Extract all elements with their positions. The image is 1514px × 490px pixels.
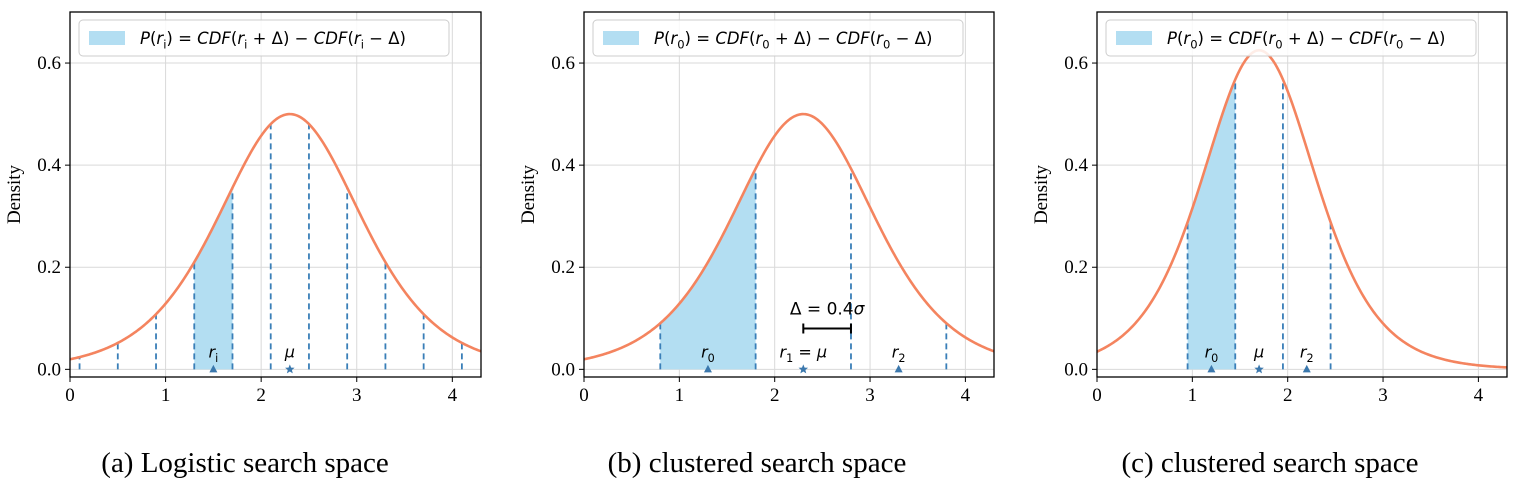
marker-label: r0 bbox=[1205, 342, 1219, 364]
x-tick-label: 1 bbox=[675, 385, 685, 406]
marker-label: r0 bbox=[701, 342, 715, 364]
marker-label: r2 bbox=[1300, 342, 1314, 364]
legend-label: P(r0) = CDF(r0 + Δ) − CDF(r0 − Δ) bbox=[1167, 29, 1445, 52]
marker-label: μ bbox=[284, 342, 295, 361]
marker-label: ri bbox=[209, 342, 219, 364]
y-tick-label: 0.6 bbox=[37, 53, 61, 74]
legend-swatch bbox=[1116, 31, 1152, 45]
axes-frame bbox=[583, 11, 995, 378]
marker-star bbox=[1254, 364, 1264, 374]
legend: P(ri) = CDF(ri + Δ) − CDF(ri − Δ) bbox=[78, 19, 450, 57]
y-tick-label: 0.2 bbox=[551, 257, 575, 278]
panel-a: ri μ 0 1 2 3 4 0.0 0.2 0.4 0.6 Density P(ri) = CDF(r… bbox=[4, 11, 482, 479]
y-tick-label: 0.6 bbox=[1064, 53, 1088, 74]
y-axis-label: Density bbox=[1031, 164, 1052, 224]
x-tick-label: 3 bbox=[352, 385, 362, 406]
panel-caption: (b) clustered search space bbox=[608, 447, 907, 479]
x-tick-label: 4 bbox=[961, 385, 971, 406]
x-tick-label: 2 bbox=[256, 385, 266, 406]
x-tick-label: 1 bbox=[161, 385, 171, 406]
delta-annotation: Δ = 0.4σ bbox=[790, 300, 866, 320]
density-curve bbox=[583, 112, 995, 361]
y-tick-label: 0.0 bbox=[1064, 359, 1088, 380]
legend-swatch bbox=[603, 31, 639, 45]
legend-label: P(ri) = CDF(ri + Δ) − CDF(ri − Δ) bbox=[140, 29, 406, 52]
marker-triangle bbox=[1302, 364, 1311, 373]
y-tick-label: 0.4 bbox=[37, 155, 61, 176]
x-tick-label: 3 bbox=[1378, 385, 1388, 406]
marker-triangle bbox=[894, 364, 903, 373]
x-tick-label: 2 bbox=[1283, 385, 1293, 406]
y-tick-label: 0.6 bbox=[551, 53, 575, 74]
x-tick-label: 0 bbox=[1092, 385, 1102, 406]
y-tick-label: 0.2 bbox=[37, 257, 61, 278]
legend: P(r0) = CDF(r0 + Δ) − CDF(r0 − Δ) bbox=[592, 19, 964, 57]
density-curve bbox=[1096, 49, 1508, 369]
panel-b: r0 r1 = μ r2 Δ = 0.4σ 0 1 2 3 4 0.0 0.2 0.4 0.6 Densi… bbox=[518, 11, 995, 479]
panel-caption: (a) Logistic search space bbox=[101, 447, 388, 479]
shaded-region bbox=[1187, 79, 1236, 370]
axes-frame bbox=[1096, 11, 1508, 378]
x-tick-label: 3 bbox=[865, 385, 875, 406]
marker-label: μ bbox=[1253, 342, 1264, 361]
x-tick-label: 4 bbox=[1474, 385, 1484, 406]
panel-caption: (c) clustered search space bbox=[1121, 447, 1418, 479]
shaded-region bbox=[194, 187, 233, 370]
x-tick-label: 4 bbox=[448, 385, 458, 406]
x-tick-label: 2 bbox=[770, 385, 780, 406]
y-tick-label: 0.0 bbox=[551, 359, 575, 380]
marker-label: r1 = μ bbox=[780, 342, 827, 364]
panel-c: r0 μ r2 0 1 2 3 4 0.0 0.2 0.4 0.6 Density P(r0) = CDF… bbox=[1031, 11, 1508, 479]
axes-frame bbox=[69, 11, 482, 378]
legend-label: P(r0) = CDF(r0 + Δ) − CDF(r0 − Δ) bbox=[654, 29, 932, 52]
x-tick-label: 0 bbox=[579, 385, 589, 406]
marker-triangle bbox=[703, 364, 712, 373]
y-tick-label: 0.2 bbox=[1064, 257, 1088, 278]
legend-swatch bbox=[89, 31, 125, 45]
legend: P(r0) = CDF(r0 + Δ) − CDF(r0 − Δ) bbox=[1105, 19, 1477, 57]
marker-label: r2 bbox=[892, 342, 906, 364]
density-curve bbox=[69, 112, 482, 361]
x-tick-label: 0 bbox=[65, 385, 75, 406]
legend-box bbox=[1105, 19, 1477, 57]
marker-triangle bbox=[1207, 364, 1216, 373]
y-tick-label: 0.4 bbox=[551, 155, 575, 176]
y-tick-label: 0.0 bbox=[37, 359, 61, 380]
y-axis-label: Density bbox=[4, 164, 25, 224]
legend-box bbox=[592, 19, 964, 57]
legend-box bbox=[78, 19, 450, 57]
y-axis-label: Density bbox=[518, 164, 539, 224]
marker-star bbox=[798, 364, 809, 374]
y-tick-label: 0.4 bbox=[1064, 155, 1088, 176]
x-tick-label: 1 bbox=[1188, 385, 1198, 406]
marker-triangle bbox=[209, 364, 218, 373]
marker-star bbox=[285, 364, 295, 374]
